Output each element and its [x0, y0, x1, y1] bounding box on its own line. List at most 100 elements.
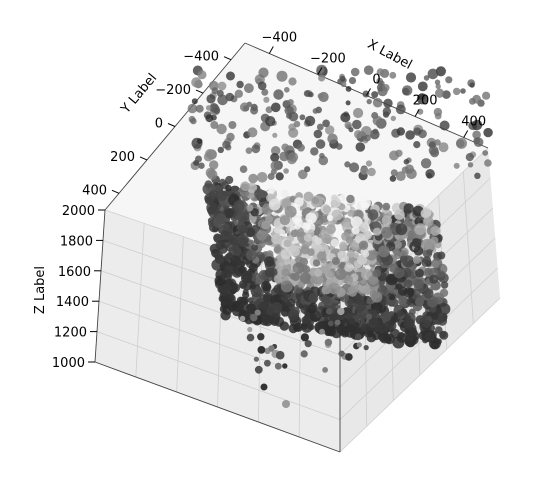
- scatter-point: [191, 77, 202, 88]
- scatter-point: [371, 91, 379, 99]
- scatter-point: [389, 175, 397, 182]
- scatter-point: [321, 295, 331, 305]
- scatter-point: [297, 143, 305, 152]
- scatter-point: [474, 172, 481, 179]
- scatter-point: [226, 132, 235, 142]
- scatter-point: [379, 333, 390, 344]
- scatter-point: [325, 308, 333, 315]
- x-tick-label: 0: [372, 73, 380, 88]
- scatter-point: [350, 67, 360, 77]
- scatter-point: [389, 294, 395, 301]
- axis-edge: [94, 209, 106, 363]
- scatter-point: [366, 298, 373, 305]
- scatter-point: [395, 283, 403, 291]
- scatter-point: [355, 142, 366, 152]
- y-tick-label: −400: [183, 50, 219, 65]
- scatter-point: [363, 65, 374, 75]
- scatter-point: [431, 260, 440, 268]
- scatter-point: [195, 104, 204, 113]
- scatter-point: [376, 68, 385, 76]
- scatter-point: [284, 87, 290, 93]
- scatter-point: [211, 87, 219, 95]
- scatter-point: [402, 87, 410, 96]
- scatter-point: [423, 288, 434, 299]
- scatter-point: [348, 77, 357, 85]
- scatter-point: [303, 222, 311, 230]
- scatter-point: [312, 108, 319, 114]
- scatter-point: [225, 184, 232, 192]
- scatter-point: [324, 338, 333, 347]
- scatter-point: [274, 245, 282, 253]
- scatter-point: [274, 362, 282, 370]
- scatter-point: [213, 107, 220, 114]
- scatter-point: [222, 223, 231, 231]
- scatter-point: [311, 196, 320, 205]
- scatter-point: [390, 115, 396, 122]
- scatter-point: [318, 74, 326, 82]
- z-axis-label: Z Label: [33, 266, 48, 314]
- scatter-point: [197, 70, 207, 80]
- scatter-point: [433, 107, 443, 117]
- scatter-point: [280, 189, 289, 198]
- scatter-point: [322, 119, 330, 128]
- scatter-point: [365, 160, 373, 167]
- scatter-point: [195, 155, 202, 163]
- scatter-point: [247, 297, 254, 304]
- scatter-point: [232, 306, 242, 317]
- scatter-point: [434, 79, 441, 85]
- scatter-point: [265, 116, 276, 127]
- scatter-point: [430, 340, 440, 350]
- scatter-point: [281, 143, 290, 152]
- scatter-point: [349, 162, 360, 173]
- scatter-point: [373, 227, 382, 236]
- scatter-point: [256, 172, 268, 183]
- scatter-point: [208, 220, 215, 228]
- scatter-point: [439, 331, 447, 339]
- scatter-point: [437, 270, 446, 278]
- scatter-point: [251, 244, 259, 252]
- scatter-point: [382, 202, 391, 211]
- scatter-point: [271, 233, 282, 245]
- scatter-point: [284, 205, 297, 218]
- tick-labels: −400 −200 0 200 400 −400 −200 0 200 400 1000 1200 14…: [52, 31, 486, 372]
- scatter-point: [483, 127, 493, 138]
- scatter-point: [385, 273, 398, 286]
- scatter-point: [228, 121, 237, 129]
- scatter-point: [348, 127, 354, 133]
- scatter-point: [307, 248, 315, 256]
- scatter-points: [187, 64, 493, 408]
- scatter-point: [472, 130, 481, 140]
- scatter-point: [261, 281, 271, 291]
- scatter-point: [460, 88, 466, 94]
- scatter-point: [422, 319, 431, 328]
- scatter-point: [406, 168, 417, 180]
- scatter-point: [214, 184, 222, 192]
- scatter-point: [248, 173, 258, 184]
- scatter-point: [261, 220, 271, 230]
- scatter-point: [205, 105, 212, 111]
- scatter-point: [263, 96, 270, 103]
- scatter-point: [362, 90, 370, 98]
- scatter-point: [273, 89, 284, 100]
- x-tick-mark: [414, 109, 420, 117]
- scatter-point: [273, 103, 280, 111]
- scatter-point: [264, 359, 271, 367]
- scatter-point: [335, 143, 343, 150]
- scatter-point: [271, 146, 281, 156]
- scatter-point: [415, 297, 424, 307]
- scatter-point: [440, 288, 449, 297]
- scatter-point: [257, 346, 266, 354]
- scatter-point: [222, 304, 233, 315]
- scatter-point: [424, 332, 435, 343]
- scatter-point: [345, 353, 353, 361]
- scatter-point: [456, 137, 467, 149]
- scatter-point: [427, 296, 439, 308]
- scatter-point: [354, 262, 361, 269]
- scatter-point: [346, 249, 355, 258]
- scatter-point: [439, 120, 450, 131]
- scatter-point: [343, 275, 354, 285]
- scatter-point: [372, 115, 383, 126]
- scatter-point: [254, 365, 263, 374]
- scatter-point: [415, 268, 424, 278]
- scatter-point: [257, 333, 265, 341]
